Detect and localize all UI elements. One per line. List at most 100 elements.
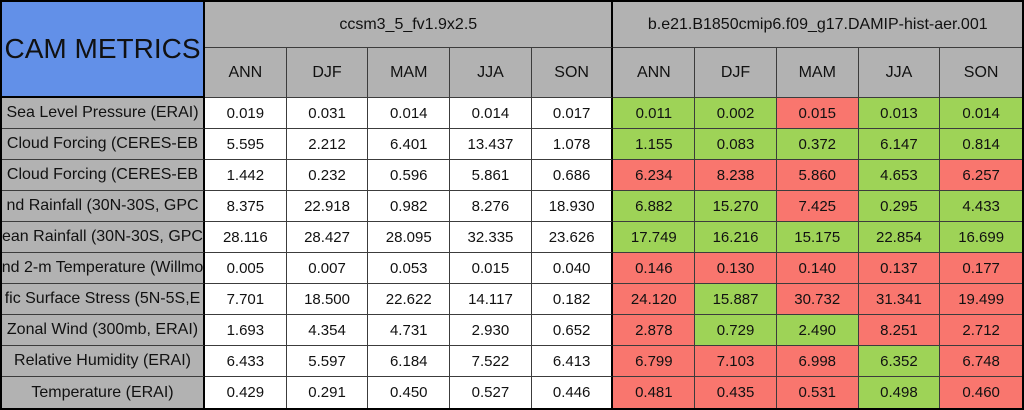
metric-value: 1.442 xyxy=(205,160,287,191)
metric-value: 8.238 xyxy=(695,160,777,191)
metric-value: 0.450 xyxy=(368,377,451,408)
metric-value: 0.130 xyxy=(695,253,777,284)
metric-value: 0.031 xyxy=(286,98,369,129)
metric-value: 0.435 xyxy=(695,377,777,408)
metric-value: 0.686 xyxy=(531,160,614,191)
metric-value: 8.251 xyxy=(858,315,941,346)
metric-value: 2.930 xyxy=(450,315,532,346)
metric-value: 17.749 xyxy=(613,222,696,253)
metric-value: 8.276 xyxy=(450,191,532,222)
season-header-jja-1: JJA xyxy=(450,48,532,98)
metric-value: 0.005 xyxy=(205,253,287,284)
metric-value: 0.652 xyxy=(531,315,614,346)
metric-value: 6.998 xyxy=(776,346,859,377)
metric-value: 4.731 xyxy=(368,315,451,346)
metric-value: 7.425 xyxy=(776,191,859,222)
row-label: Relative Humidity (ERAI) xyxy=(2,346,205,377)
metric-value: 6.234 xyxy=(613,160,696,191)
metric-value: 28.427 xyxy=(286,222,369,253)
metric-value: 6.882 xyxy=(613,191,696,222)
model-header-damip: b.e21.B1850cmip6.f09_g17.DAMIP-hist-aer.… xyxy=(613,2,1022,48)
metric-value: 4.354 xyxy=(286,315,369,346)
season-header-djf-1: DJF xyxy=(286,48,369,98)
metric-value: 2.212 xyxy=(286,129,369,160)
metric-value: 0.232 xyxy=(286,160,369,191)
metric-value: 0.140 xyxy=(776,253,859,284)
metric-value: 30.732 xyxy=(776,284,859,315)
metric-value: 14.117 xyxy=(450,284,532,315)
row-label: nd Rainfall (30N-30S, GPC xyxy=(2,191,205,222)
metric-value: 31.341 xyxy=(858,284,941,315)
metric-value: 6.184 xyxy=(368,346,451,377)
metric-value: 18.500 xyxy=(286,284,369,315)
metric-value: 5.860 xyxy=(776,160,859,191)
metric-value: 0.040 xyxy=(531,253,614,284)
metric-value: 2.878 xyxy=(613,315,696,346)
metric-value: 1.155 xyxy=(613,129,696,160)
metric-value: 6.748 xyxy=(940,346,1022,377)
model-header-ccsm3_5: ccsm3_5_fv1.9x2.5 xyxy=(205,2,614,48)
metric-value: 6.799 xyxy=(613,346,696,377)
metric-value: 0.019 xyxy=(205,98,287,129)
metric-value: 0.182 xyxy=(531,284,614,315)
metric-value: 16.216 xyxy=(695,222,777,253)
metric-value: 7.522 xyxy=(450,346,532,377)
row-label: Temperature (ERAI) xyxy=(2,377,205,408)
metric-value: 0.013 xyxy=(858,98,941,129)
metric-value: 22.918 xyxy=(286,191,369,222)
metric-value: 6.401 xyxy=(368,129,451,160)
metric-value: 5.597 xyxy=(286,346,369,377)
metric-value: 0.982 xyxy=(368,191,451,222)
metric-value: 1.078 xyxy=(531,129,614,160)
metric-value: 15.887 xyxy=(695,284,777,315)
metric-value: 0.295 xyxy=(858,191,941,222)
row-label: fic Surface Stress (5N-5S,E xyxy=(2,284,205,315)
metric-value: 0.481 xyxy=(613,377,696,408)
metric-value: 4.653 xyxy=(858,160,941,191)
metric-value: 32.335 xyxy=(450,222,532,253)
metric-value: 0.527 xyxy=(450,377,532,408)
metric-value: 16.699 xyxy=(940,222,1022,253)
metric-value: 2.712 xyxy=(940,315,1022,346)
metric-value: 5.861 xyxy=(450,160,532,191)
metric-value: 0.014 xyxy=(368,98,451,129)
metric-value: 0.729 xyxy=(695,315,777,346)
metric-value: 0.083 xyxy=(695,129,777,160)
season-header-mam-1: MAM xyxy=(368,48,451,98)
metric-value: 0.137 xyxy=(858,253,941,284)
metric-value: 22.622 xyxy=(368,284,451,315)
metric-value: 6.352 xyxy=(858,346,941,377)
metric-value: 15.270 xyxy=(695,191,777,222)
metric-value: 0.002 xyxy=(695,98,777,129)
metric-value: 7.701 xyxy=(205,284,287,315)
metric-value: 6.257 xyxy=(940,160,1022,191)
season-header-son-1: SON xyxy=(531,48,614,98)
row-label: nd 2-m Temperature (Willmo xyxy=(2,253,205,284)
season-header-ann-1: ANN xyxy=(205,48,287,98)
metric-value: 0.177 xyxy=(940,253,1022,284)
metric-value: 15.175 xyxy=(776,222,859,253)
metric-value: 0.596 xyxy=(368,160,451,191)
metric-value: 28.116 xyxy=(205,222,287,253)
metric-value: 22.854 xyxy=(858,222,941,253)
metric-value: 5.595 xyxy=(205,129,287,160)
season-header-mam-2: MAM xyxy=(776,48,859,98)
metric-value: 0.429 xyxy=(205,377,287,408)
season-header-ann-2: ANN xyxy=(613,48,696,98)
metric-value: 6.413 xyxy=(531,346,614,377)
metric-value: 4.433 xyxy=(940,191,1022,222)
row-label: Cloud Forcing (CERES-EB xyxy=(2,129,205,160)
row-label: ean Rainfall (30N-30S, GPC xyxy=(2,222,205,253)
metric-value: 0.446 xyxy=(531,377,614,408)
metric-value: 0.053 xyxy=(368,253,451,284)
metric-value: 0.011 xyxy=(613,98,696,129)
season-header-djf-2: DJF xyxy=(695,48,777,98)
metric-value: 19.499 xyxy=(940,284,1022,315)
metric-value: 0.814 xyxy=(940,129,1022,160)
metric-value: 0.014 xyxy=(450,98,532,129)
metric-value: 0.015 xyxy=(776,98,859,129)
metric-value: 1.693 xyxy=(205,315,287,346)
metric-value: 0.014 xyxy=(940,98,1022,129)
metric-value: 2.490 xyxy=(776,315,859,346)
